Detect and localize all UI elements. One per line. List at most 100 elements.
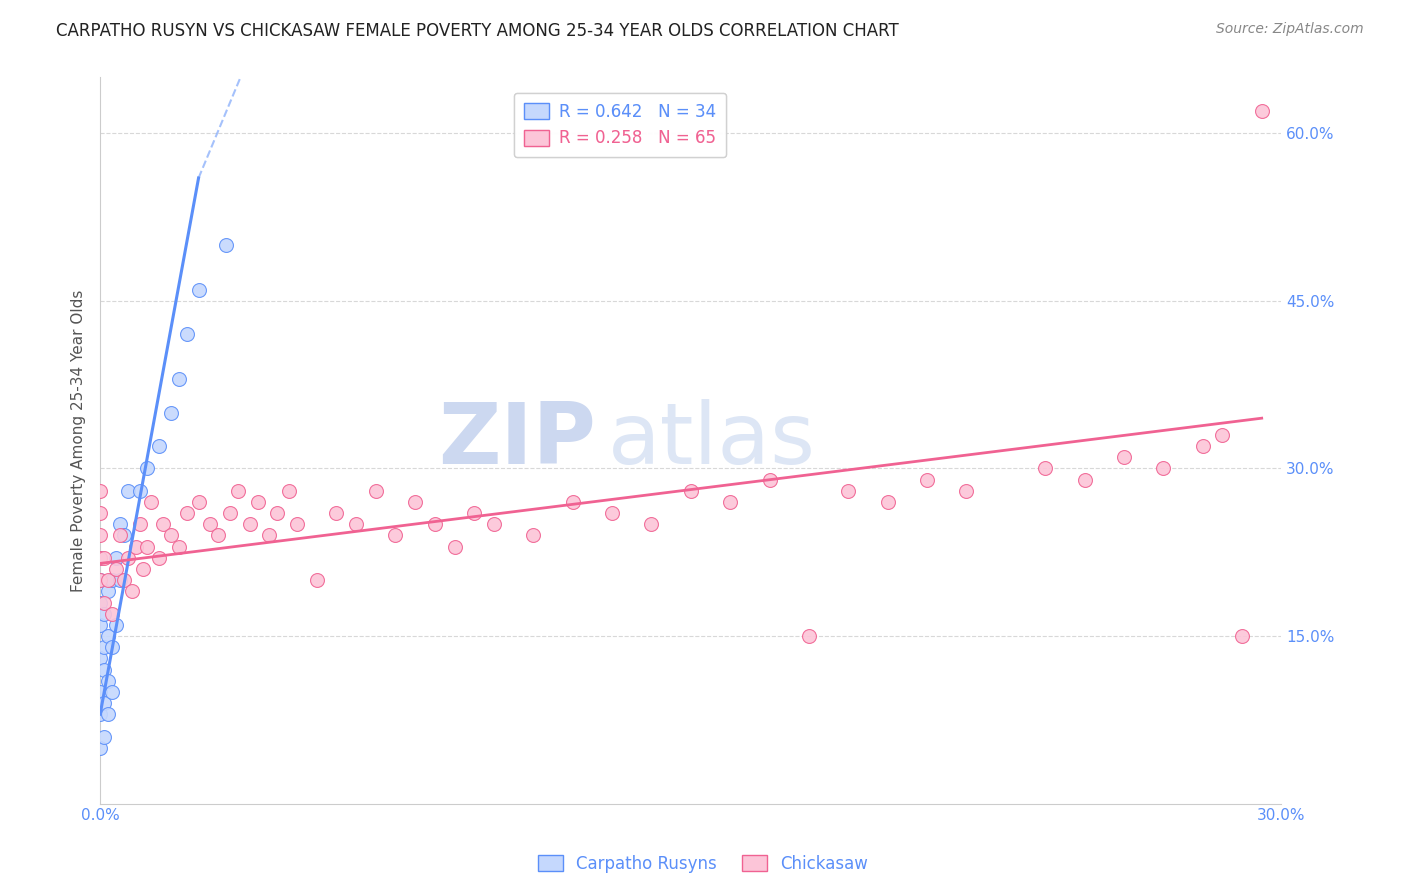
Point [108, 528, 131, 542]
Point [128, 483, 150, 498]
Point [1211, 428, 1233, 442]
Point [112, 528, 135, 542]
Point [136, 461, 159, 475]
Text: atlas: atlas [607, 399, 815, 482]
Point [132, 562, 155, 576]
Point [187, 495, 209, 509]
Point [758, 473, 780, 487]
Point [93, 550, 115, 565]
Point [955, 483, 977, 498]
Point [104, 618, 127, 632]
Point [384, 528, 406, 542]
Point [108, 517, 131, 532]
Point [160, 528, 183, 542]
Point [187, 283, 209, 297]
Point [423, 517, 446, 532]
Point [1112, 450, 1135, 465]
Point [112, 573, 135, 587]
Point [89, 506, 111, 520]
Point [117, 550, 139, 565]
Point [93, 696, 115, 710]
Point [522, 528, 544, 542]
Point [1073, 473, 1095, 487]
Point [364, 483, 387, 498]
Point [718, 495, 741, 509]
Text: CARPATHO RUSYN VS CHICKASAW FEMALE POVERTY AMONG 25-34 YEAR OLDS CORRELATION CHA: CARPATHO RUSYN VS CHICKASAW FEMALE POVER… [56, 22, 898, 40]
Point [1033, 461, 1056, 475]
Point [97, 673, 120, 688]
Point [219, 506, 242, 520]
Point [89, 651, 111, 665]
Point [117, 483, 139, 498]
Point [200, 517, 222, 532]
Point [89, 595, 111, 609]
Point [404, 495, 426, 509]
Point [101, 640, 124, 655]
Text: Source: ZipAtlas.com: Source: ZipAtlas.com [1216, 22, 1364, 37]
Point [89, 740, 111, 755]
Point [561, 495, 583, 509]
Point [148, 550, 170, 565]
Point [226, 483, 249, 498]
Point [215, 238, 238, 252]
Point [101, 685, 124, 699]
Point [89, 550, 111, 565]
Point [167, 372, 190, 386]
Point [160, 406, 183, 420]
Point [463, 506, 485, 520]
Point [176, 327, 198, 342]
Point [89, 618, 111, 632]
Legend: Carpatho Rusyns, Chickasaw: Carpatho Rusyns, Chickasaw [531, 848, 875, 880]
Point [443, 540, 465, 554]
Point [876, 495, 898, 509]
Point [104, 550, 127, 565]
Point [797, 629, 820, 643]
Point [239, 517, 262, 532]
Point [136, 540, 159, 554]
Point [266, 506, 288, 520]
Point [97, 629, 120, 643]
Point [679, 483, 702, 498]
Point [93, 607, 115, 621]
Point [837, 483, 859, 498]
Point [176, 506, 198, 520]
Point [1250, 103, 1272, 118]
Point [285, 517, 308, 532]
Point [141, 495, 163, 509]
Point [278, 483, 301, 498]
Point [97, 573, 120, 587]
Point [152, 517, 174, 532]
Y-axis label: Female Poverty Among 25-34 Year Olds: Female Poverty Among 25-34 Year Olds [72, 289, 86, 591]
Point [89, 573, 111, 587]
Point [148, 439, 170, 453]
Point [97, 707, 120, 722]
Point [89, 483, 111, 498]
Legend: R = 0.642   N = 34, R = 0.258   N = 65: R = 0.642 N = 34, R = 0.258 N = 65 [513, 93, 725, 157]
Point [1152, 461, 1174, 475]
Text: ZIP: ZIP [439, 399, 596, 482]
Point [640, 517, 662, 532]
Point [124, 540, 146, 554]
Point [93, 640, 115, 655]
Point [104, 562, 127, 576]
Point [89, 550, 111, 565]
Point [108, 573, 131, 587]
Point [128, 517, 150, 532]
Point [325, 506, 347, 520]
Point [305, 573, 328, 587]
Point [915, 473, 938, 487]
Point [101, 607, 124, 621]
Point [246, 495, 269, 509]
Point [482, 517, 505, 532]
Point [89, 707, 111, 722]
Point [93, 730, 115, 744]
Point [344, 517, 367, 532]
Point [1191, 439, 1213, 453]
Point [167, 540, 190, 554]
Point [259, 528, 281, 542]
Point [89, 528, 111, 542]
Point [101, 573, 124, 587]
Point [89, 573, 111, 587]
Point [89, 685, 111, 699]
Point [207, 528, 229, 542]
